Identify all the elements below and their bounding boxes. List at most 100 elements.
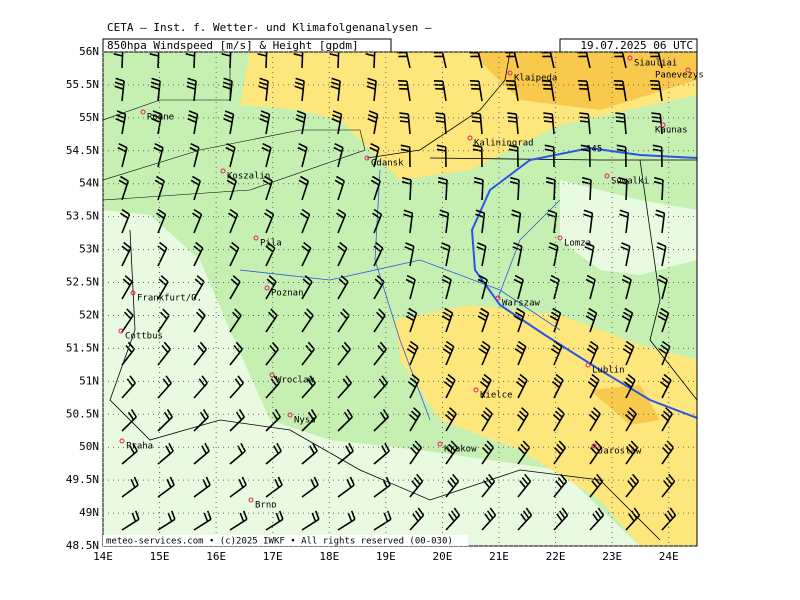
wind-barb <box>552 407 565 432</box>
city-marker <box>269 372 275 378</box>
x-tick-label: 19E <box>376 550 396 563</box>
wind-barb <box>229 375 244 399</box>
wind-barb <box>553 440 567 465</box>
city-marker <box>264 285 270 291</box>
wind-barb <box>373 375 388 399</box>
wind-barb <box>193 375 208 399</box>
wind-barb <box>337 241 348 267</box>
wind-barb <box>473 176 484 201</box>
wind-barb <box>514 340 527 366</box>
wind-barb <box>507 112 519 135</box>
wind-barb <box>401 176 412 201</box>
wind-barb <box>229 476 247 498</box>
wind-barb <box>193 408 209 432</box>
city-label: Nysa <box>294 416 316 426</box>
y-tick-label: 50.5N <box>66 407 99 420</box>
wind-barb <box>329 52 340 69</box>
wind-barb <box>472 144 483 168</box>
wind-barb <box>541 80 555 102</box>
wind-barb <box>409 473 424 498</box>
city-marker <box>130 290 136 296</box>
wind-barb <box>229 408 245 432</box>
wind-barb <box>583 209 594 234</box>
wind-barb <box>185 52 196 69</box>
wind-barb <box>223 110 235 135</box>
wind-barb <box>625 507 641 531</box>
footer: meteo-services.com • (c)2025 IWKF • All … <box>106 537 453 547</box>
field-yellow <box>395 305 697 546</box>
wind-barb <box>408 407 421 432</box>
wind-barb <box>121 510 140 531</box>
city-label: Koszalin <box>227 172 270 182</box>
x-tick-label: 14E <box>93 550 113 563</box>
city-marker <box>467 135 473 141</box>
wind-barb <box>118 175 129 201</box>
wind-barb <box>581 176 592 201</box>
wind-barb <box>113 52 124 69</box>
wind-barb <box>660 407 673 432</box>
wind-barb <box>409 440 423 465</box>
y-tick-label: 52.5N <box>66 276 99 289</box>
wind-barb <box>301 476 319 498</box>
wind-barb <box>513 274 524 300</box>
wind-barb <box>481 440 495 465</box>
wind-barb <box>479 373 492 399</box>
city-label: Kaunas <box>655 126 688 136</box>
wind-barb <box>653 176 664 201</box>
wind-barb <box>622 340 635 366</box>
wind-barb <box>652 144 663 168</box>
wind-barb <box>258 77 269 102</box>
wind-barb <box>624 407 637 432</box>
city-label: Kielce <box>480 391 513 401</box>
wind-barb <box>295 110 307 135</box>
contour-label: 145 <box>586 145 602 155</box>
wind-barb <box>505 52 519 69</box>
wind-barb <box>153 142 164 168</box>
y-tick-label: 55N <box>79 111 99 124</box>
wind-barb <box>301 308 314 333</box>
wind-barb <box>469 80 483 102</box>
wind-barb <box>331 110 343 135</box>
city-marker <box>627 55 633 61</box>
wind-barb <box>433 80 447 102</box>
wind-barb <box>265 442 282 465</box>
city-marker <box>591 443 597 449</box>
city-label: Klaipeda <box>514 74 557 84</box>
y-tick-label: 53.5N <box>66 210 99 223</box>
wind-barb <box>121 442 138 465</box>
wind-barb <box>613 52 627 69</box>
wind-barb <box>445 473 460 498</box>
field-light <box>560 180 697 275</box>
header-parameter: 850hpa Windspeed [m/s] & Height [gpdm] <box>107 39 359 52</box>
y-tick-label: 52N <box>79 308 99 321</box>
wind-barb <box>481 507 497 531</box>
wind-barb <box>265 476 283 498</box>
parameter-box <box>102 38 392 53</box>
wind-barb <box>186 77 197 102</box>
wind-barb <box>229 341 243 366</box>
wind-barb <box>551 373 564 399</box>
wind-barb <box>553 507 569 531</box>
wind-barb <box>294 77 305 102</box>
footer-box <box>103 535 468 546</box>
graticule <box>102 51 697 547</box>
wind-barb <box>444 407 457 432</box>
y-tick-label: 48.5N <box>66 539 99 552</box>
wind-barb <box>192 208 203 234</box>
city-label: Poznan <box>271 289 304 299</box>
wind-barb <box>293 52 304 69</box>
wind-barb <box>193 510 212 531</box>
wind-barb <box>577 52 591 69</box>
wind-barb <box>623 373 636 399</box>
city-label: Suwalki <box>611 177 649 187</box>
city-marker <box>437 441 443 447</box>
wind-barb <box>337 408 353 432</box>
x-tick-label: 24E <box>659 550 679 563</box>
wind-barb <box>508 144 519 168</box>
wind-barb <box>617 176 628 201</box>
field-light <box>103 210 640 546</box>
y-tick-label: 53N <box>79 243 99 256</box>
border <box>109 229 661 541</box>
wind-barb <box>228 208 239 234</box>
wind-barb <box>301 375 316 399</box>
